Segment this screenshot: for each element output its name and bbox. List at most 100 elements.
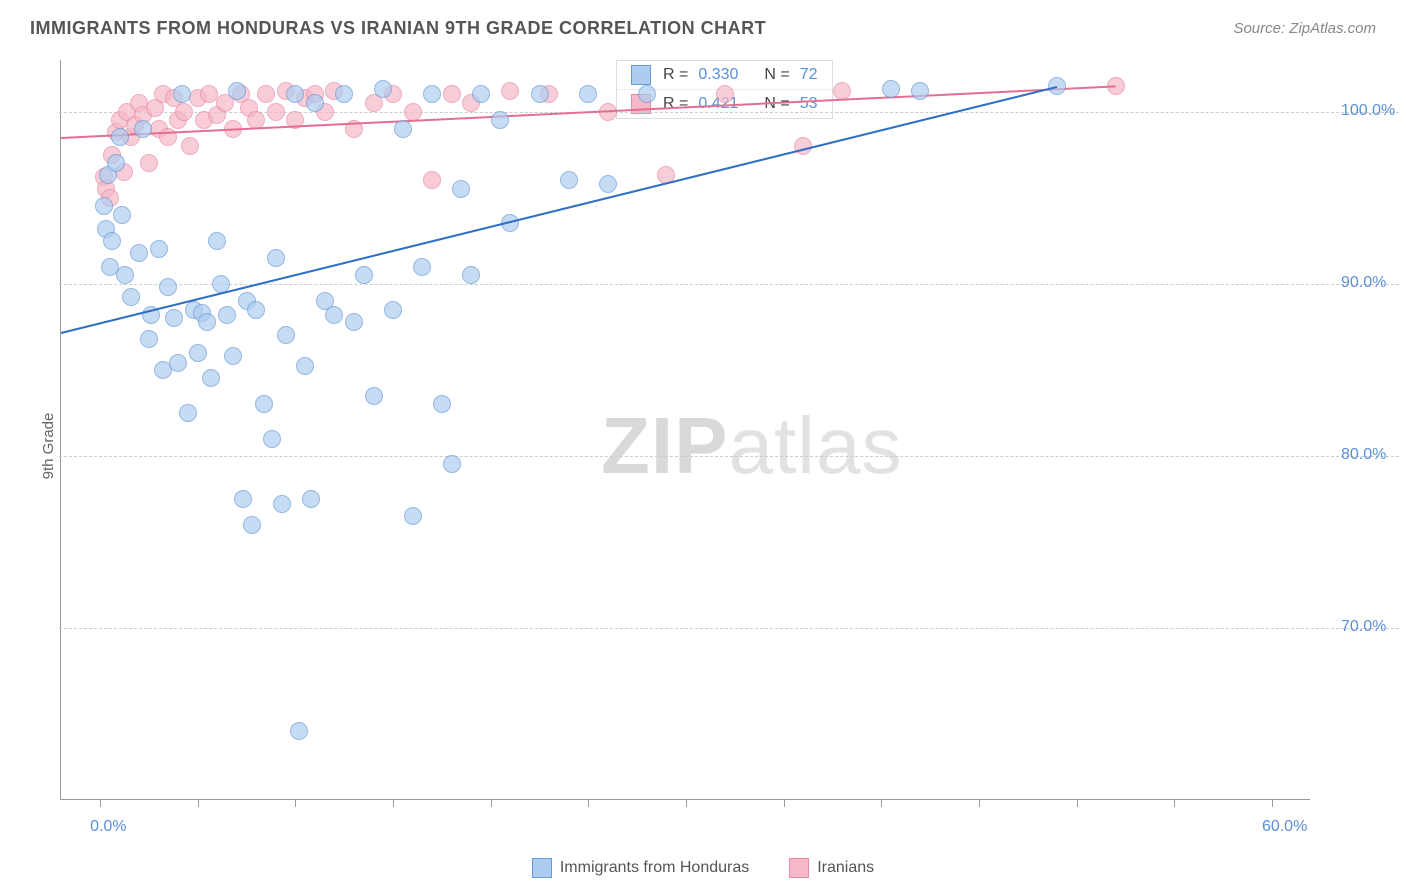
x-tick <box>881 799 882 807</box>
data-point-iranians <box>501 82 519 100</box>
data-point-honduras <box>384 301 402 319</box>
data-point-honduras <box>599 175 617 193</box>
data-point-honduras <box>531 85 549 103</box>
y-axis-label: 9th Grade <box>40 413 57 480</box>
data-point-honduras <box>638 85 656 103</box>
data-point-honduras <box>122 288 140 306</box>
data-point-honduras <box>113 206 131 224</box>
data-point-iranians <box>267 103 285 121</box>
x-tick <box>588 799 589 807</box>
data-point-honduras <box>179 404 197 422</box>
data-point-honduras <box>355 266 373 284</box>
data-point-iranians <box>833 82 851 100</box>
data-point-honduras <box>335 85 353 103</box>
data-point-honduras <box>452 180 470 198</box>
data-point-honduras <box>296 357 314 375</box>
data-point-iranians <box>257 85 275 103</box>
series-legend: Immigrants from Honduras Iranians <box>0 858 1406 878</box>
data-point-honduras <box>189 344 207 362</box>
x-tick-label: 60.0% <box>1262 818 1307 836</box>
data-point-honduras <box>165 309 183 327</box>
data-point-honduras <box>306 94 324 112</box>
data-point-honduras <box>365 387 383 405</box>
watermark: ZIPatlas <box>601 400 902 492</box>
data-point-iranians <box>181 137 199 155</box>
data-point-honduras <box>560 171 578 189</box>
data-point-honduras <box>491 111 509 129</box>
data-point-honduras <box>404 507 422 525</box>
data-point-honduras <box>111 128 129 146</box>
data-point-honduras <box>234 490 252 508</box>
data-point-honduras <box>107 154 125 172</box>
data-point-honduras <box>208 232 226 250</box>
swatch-honduras <box>532 858 552 878</box>
data-point-iranians <box>140 154 158 172</box>
legend-label-iranians: Iranians <box>817 859 874 877</box>
scatter-chart: ZIPatlas R = 0.330 N = 72 R = 0.421 N = … <box>60 60 1310 800</box>
data-point-honduras <box>462 266 480 284</box>
chart-title: IMMIGRANTS FROM HONDURAS VS IRANIAN 9TH … <box>30 18 766 39</box>
data-point-honduras <box>243 516 261 534</box>
data-point-honduras <box>228 82 246 100</box>
x-tick <box>198 799 199 807</box>
x-tick <box>1174 799 1175 807</box>
data-point-honduras <box>198 313 216 331</box>
gridline <box>59 456 1399 457</box>
data-point-iranians <box>443 85 461 103</box>
data-point-honduras <box>247 301 265 319</box>
data-point-honduras <box>394 120 412 138</box>
y-tick-label: 90.0% <box>1341 274 1386 292</box>
x-tick-label: 0.0% <box>90 818 126 836</box>
x-tick <box>1077 799 1078 807</box>
data-point-iranians <box>423 171 441 189</box>
data-point-honduras <box>325 306 343 324</box>
data-point-honduras <box>169 354 187 372</box>
x-tick <box>979 799 980 807</box>
data-point-honduras <box>302 490 320 508</box>
x-tick <box>100 799 101 807</box>
data-point-honduras <box>911 82 929 100</box>
data-point-honduras <box>134 120 152 138</box>
data-point-honduras <box>882 80 900 98</box>
r-label: R = <box>663 66 688 84</box>
data-point-honduras <box>433 395 451 413</box>
x-tick <box>1272 799 1273 807</box>
watermark-zip: ZIP <box>601 401 728 490</box>
data-point-honduras <box>374 80 392 98</box>
data-point-honduras <box>423 85 441 103</box>
source-attribution: Source: ZipAtlas.com <box>1233 20 1376 37</box>
n-value-honduras: 72 <box>800 66 818 84</box>
data-point-honduras <box>130 244 148 262</box>
n-label: N = <box>764 66 789 84</box>
data-point-iranians <box>404 103 422 121</box>
x-tick <box>295 799 296 807</box>
n-value-iranians: 53 <box>800 95 818 113</box>
data-point-honduras <box>95 197 113 215</box>
data-point-honduras <box>286 85 304 103</box>
legend-item-iranians: Iranians <box>789 858 874 878</box>
data-point-honduras <box>277 326 295 344</box>
data-point-honduras <box>345 313 363 331</box>
legend-label-honduras: Immigrants from Honduras <box>560 859 749 877</box>
data-point-honduras <box>263 430 281 448</box>
data-point-iranians <box>716 85 734 103</box>
gridline <box>59 628 1399 629</box>
data-point-honduras <box>202 369 220 387</box>
r-label: R = <box>663 95 688 113</box>
data-point-honduras <box>159 278 177 296</box>
data-point-honduras <box>1048 77 1066 95</box>
x-tick <box>784 799 785 807</box>
x-tick <box>393 799 394 807</box>
data-point-honduras <box>443 455 461 473</box>
data-point-honduras <box>116 266 134 284</box>
data-point-honduras <box>140 330 158 348</box>
data-point-honduras <box>267 249 285 267</box>
data-point-honduras <box>273 495 291 513</box>
data-point-iranians <box>175 103 193 121</box>
data-point-honduras <box>224 347 242 365</box>
data-point-honduras <box>255 395 273 413</box>
y-tick-label: 70.0% <box>1341 618 1386 636</box>
data-point-honduras <box>103 232 121 250</box>
legend-item-honduras: Immigrants from Honduras <box>532 858 749 878</box>
r-value-honduras: 0.330 <box>698 66 738 84</box>
